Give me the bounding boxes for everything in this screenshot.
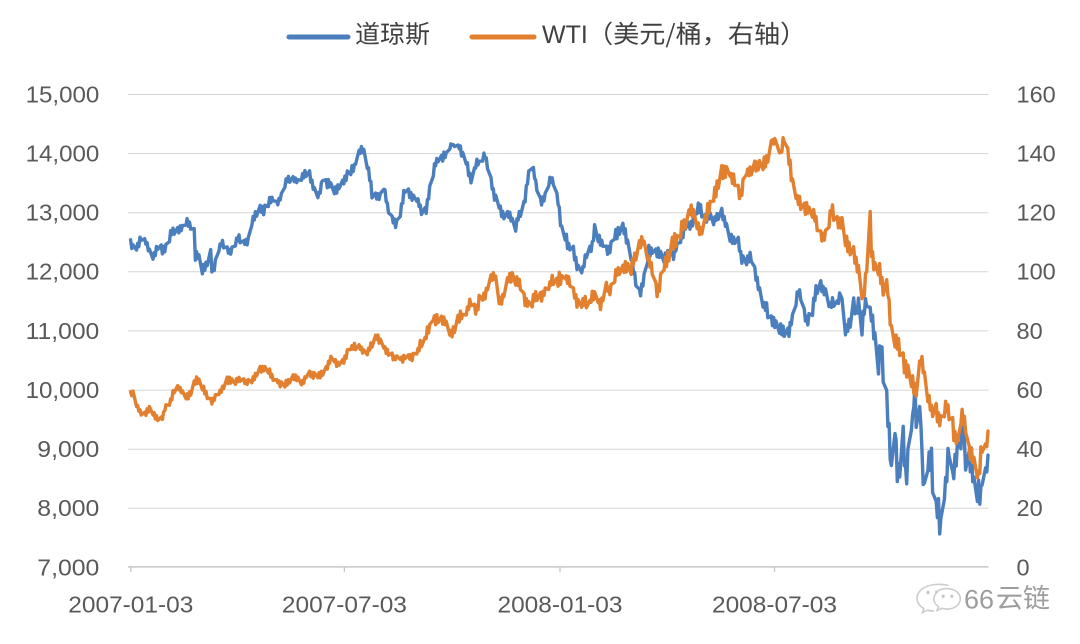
svg-text:140: 140 (1017, 141, 1056, 167)
svg-text:9,000: 9,000 (37, 436, 99, 462)
svg-text:2007-01-03: 2007-01-03 (68, 592, 193, 618)
svg-text:7,000: 7,000 (37, 554, 99, 580)
svg-text:11,000: 11,000 (26, 318, 100, 344)
svg-text:14,000: 14,000 (26, 141, 100, 167)
svg-text:12,000: 12,000 (26, 259, 100, 285)
svg-text:60: 60 (1017, 377, 1043, 403)
svg-text:40: 40 (1017, 436, 1043, 462)
svg-text:160: 160 (1017, 81, 1056, 107)
svg-text:120: 120 (1017, 200, 1056, 226)
svg-text:2008-07-03: 2008-07-03 (712, 592, 837, 618)
svg-text:8,000: 8,000 (37, 495, 99, 521)
svg-text:13,000: 13,000 (26, 200, 100, 226)
svg-text:20: 20 (1017, 495, 1043, 521)
svg-text:2008-01-03: 2008-01-03 (498, 592, 623, 618)
svg-text:66: 66 (964, 585, 994, 615)
svg-text:10,000: 10,000 (26, 377, 100, 403)
svg-text:15,000: 15,000 (26, 81, 100, 107)
svg-text:80: 80 (1017, 318, 1043, 344)
svg-text:100: 100 (1017, 259, 1056, 285)
svg-text:2007-07-03: 2007-07-03 (282, 592, 407, 618)
svg-text:WTI: WTI (542, 21, 588, 49)
svg-text:0: 0 (1017, 554, 1030, 580)
